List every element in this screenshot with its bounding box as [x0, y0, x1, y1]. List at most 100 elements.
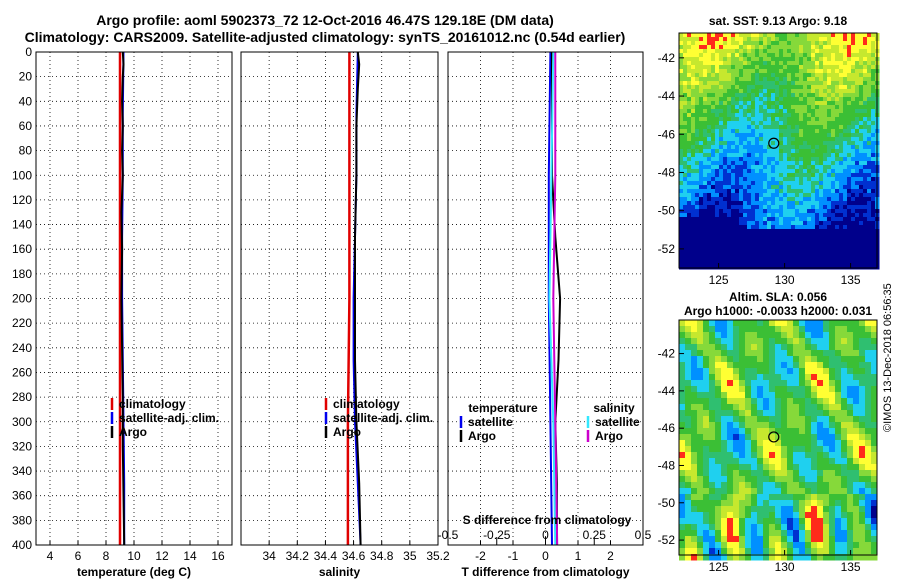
- difference-xtick-label: 0: [542, 549, 549, 563]
- temperature-legend-label: satellite-adj. clim.: [119, 411, 219, 425]
- salinity-xlabel: salinity: [319, 565, 361, 579]
- depth-tick-label: 0: [25, 45, 32, 59]
- temperature-legend-label: Argo: [119, 425, 147, 439]
- salinity-frame: [240, 51, 439, 546]
- depth-tick-label: 280: [12, 390, 32, 404]
- diff-legend-temperature-title: temperature: [468, 401, 538, 415]
- temperature-series-argo: [120, 51, 126, 546]
- depth-tick-label: 180: [12, 267, 32, 281]
- sla_map-xtick-label: 130: [775, 560, 795, 574]
- sla_map-xtick-label: 125: [709, 560, 729, 574]
- sla_map-xtick-label: 135: [841, 560, 861, 574]
- depth-tick-label: 200: [12, 292, 32, 306]
- depth-tick-label: 40: [19, 94, 33, 108]
- temperature-xtick-label: 16: [211, 549, 225, 563]
- depth-tick-label: 360: [12, 489, 32, 503]
- salinity-xtick-label: 34.4: [314, 549, 338, 563]
- diff-secondary-xtick-label: -0.25: [483, 528, 511, 542]
- depth-tick-label: 400: [12, 538, 32, 552]
- difference-xtick-label: -1: [508, 549, 519, 563]
- sst_map-ytick-label: -44: [658, 89, 676, 103]
- temperature-xlabel: temperature (deg C): [77, 565, 191, 579]
- diff-legend-temperature-label: satellite: [468, 415, 513, 429]
- sst_map-pixels: [679, 33, 880, 270]
- depth-tick-label: 300: [12, 415, 32, 429]
- sst_map-ytick-label: -42: [658, 51, 676, 65]
- difference-xtick-label: 2: [607, 549, 614, 563]
- depth-tick-label: 120: [12, 193, 32, 207]
- sla_map-frame: [678, 319, 878, 556]
- temperature-legend-label: climatology: [119, 397, 186, 411]
- diff-secondary-xlabel: S difference from climatology: [463, 513, 632, 527]
- difference-plot-area: [448, 52, 643, 545]
- sla_map-ytick-label: -44: [658, 384, 676, 398]
- diff-secondary-xtick-label: 0.25: [583, 528, 607, 542]
- sla_map-ytick-label: -50: [658, 496, 676, 510]
- sst_map-xtick-label: 125: [709, 273, 729, 287]
- diff-secondary-xtick-label: -0.5: [438, 528, 459, 542]
- temperature-xtick-label: 12: [155, 549, 169, 563]
- salinity-xtick-label: 34: [262, 549, 276, 563]
- temperature-xtick-label: 6: [75, 549, 82, 563]
- sla_map-ytick-label: -46: [658, 421, 676, 435]
- diff-secondary-xtick-label: 0.5: [635, 528, 652, 542]
- sst_map-ytick-label: -48: [658, 165, 676, 179]
- salinity-xtick-label: 34.6: [342, 549, 366, 563]
- depth-tick-label: 260: [12, 365, 32, 379]
- diff-legend-salinity-label: satellite: [595, 415, 640, 429]
- temperature-xtick-label: 8: [103, 549, 110, 563]
- sst-map-title: sat. SST: 9.13 Argo: 9.18: [708, 14, 848, 28]
- salinity-plot-area: [241, 52, 438, 545]
- depth-tick-label: 140: [12, 218, 32, 232]
- figure-title-line-2: Climatology: CARS2009. Satellite-adjuste…: [24, 29, 626, 45]
- salinity-xtick-label: 35.2: [426, 549, 450, 563]
- diff-legend-temperature-label: Argo: [468, 429, 496, 443]
- depth-tick-label: 100: [12, 168, 32, 182]
- depth-tick-label: 320: [12, 439, 32, 453]
- diff-legend-salinity-label: Argo: [595, 429, 623, 443]
- salinity-xtick-label: 35: [403, 549, 417, 563]
- sst_map-xtick-label: 130: [775, 273, 795, 287]
- depth-tick-label: 80: [19, 144, 33, 158]
- temperature-xtick-label: 10: [127, 549, 141, 563]
- temperature-xtick-label: 14: [183, 549, 197, 563]
- temperature-xtick-label: 4: [47, 549, 54, 563]
- sst_map-ytick-label: -46: [658, 127, 676, 141]
- salinity-series-climatology: [346, 52, 351, 545]
- difference-xlabel: T difference from climatology: [461, 565, 629, 579]
- sla_map-argo-marker: [768, 431, 780, 443]
- difference-series-s-argo: [552, 52, 559, 546]
- sla_map-ytick-label: -48: [658, 458, 676, 472]
- temperature-plot-area: [36, 52, 232, 545]
- difference-xtick-label: -2: [475, 549, 486, 563]
- salinity-legend-label: satellite-adj. clim.: [333, 411, 433, 425]
- sla-map-title-line-2: Argo h1000: -0.0033 h2000: 0.031: [683, 304, 873, 318]
- depth-tick-label: 20: [19, 70, 33, 84]
- salinity-legend-label: Argo: [333, 425, 361, 439]
- diff-legend-salinity-title: salinity: [593, 401, 635, 415]
- difference-series-s-satellite: [548, 51, 557, 546]
- depth-tick-label: 240: [12, 341, 32, 355]
- sla_map-pixels: [679, 320, 878, 561]
- difference-xtick-label: 1: [575, 549, 582, 563]
- sla_map-ytick-label: -42: [658, 347, 676, 361]
- temperature-frame: [35, 51, 233, 546]
- diff-secondary-xtick-label: 0: [542, 528, 549, 542]
- salinity-legend-label: climatology: [333, 397, 400, 411]
- depth-tick-label: 380: [12, 513, 32, 527]
- sst_map-ytick-label: -50: [658, 204, 676, 218]
- depth-tick-label: 220: [12, 316, 32, 330]
- sst_map-frame: [678, 32, 878, 269]
- sst_map-xtick-label: 135: [841, 273, 861, 287]
- depth-tick-label: 160: [12, 242, 32, 256]
- sla-map-title-line-1: Altim. SLA: 0.056: [728, 290, 828, 304]
- depth-tick-label: 60: [19, 119, 33, 133]
- sst_map-argo-marker: [768, 137, 780, 149]
- salinity-xtick-label: 34.8: [370, 549, 394, 563]
- sla_map-ytick-label: -52: [658, 533, 676, 547]
- salinity-xtick-label: 34.2: [286, 549, 310, 563]
- sst_map-ytick-label: -52: [658, 242, 676, 256]
- salinity-series-argo: [354, 51, 362, 546]
- figure-title-line-1: Argo profile: aoml 5902373_72 12-Oct-201…: [96, 12, 554, 28]
